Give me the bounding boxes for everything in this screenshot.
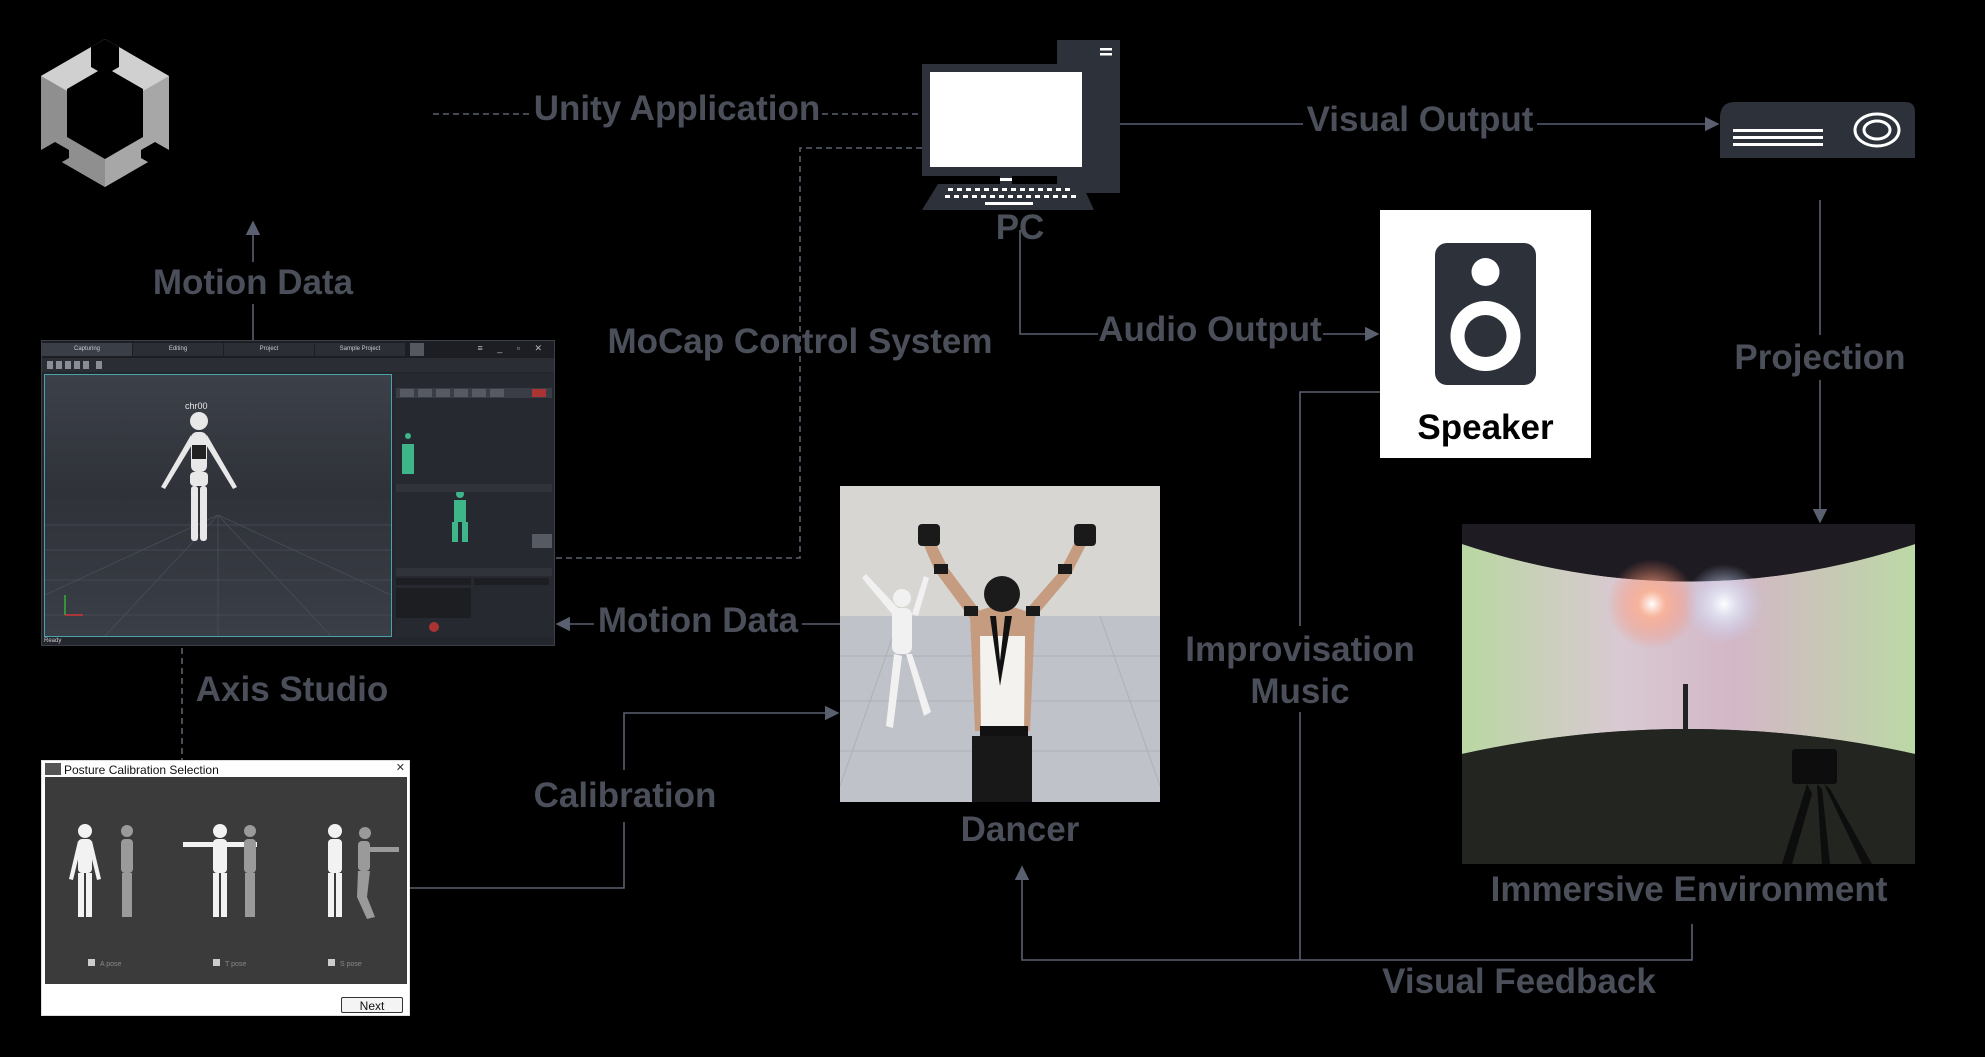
close-icon[interactable]: ✕ bbox=[395, 762, 405, 774]
next-button[interactable]: Next bbox=[341, 997, 403, 1013]
dancer-illustration bbox=[840, 486, 1160, 802]
unity-logo-icon bbox=[41, 39, 169, 187]
dancer-figure bbox=[918, 524, 1096, 802]
label-unity-application: Unity Application bbox=[534, 89, 820, 128]
posture-figures: A pose T pose S pose bbox=[69, 824, 399, 968]
dancer-photo bbox=[840, 486, 1160, 802]
character-name: chr00 bbox=[185, 401, 208, 411]
calibration-line-bottom bbox=[410, 822, 625, 889]
visual-feedback-line bbox=[1014, 865, 1693, 961]
posture-calibration-window: Posture Calibration Selection ✕ A pose bbox=[41, 760, 410, 1016]
posture-option-a-pose[interactable] bbox=[69, 824, 133, 966]
pc-icon bbox=[922, 40, 1120, 210]
camera-tripod bbox=[1782, 749, 1872, 864]
posture-option-s-pose[interactable] bbox=[328, 824, 399, 966]
label-motion-data-top: Motion Data bbox=[153, 263, 354, 302]
audio-output-line-left bbox=[1019, 230, 1098, 335]
axis-right-panel-content[interactable] bbox=[394, 374, 554, 637]
speaker-icon bbox=[1435, 243, 1536, 385]
axis-3d-viewport[interactable]: chr00 bbox=[44, 374, 392, 637]
label-visual-feedback: Visual Feedback bbox=[1382, 962, 1656, 1001]
immersive-environment-photo bbox=[1462, 524, 1915, 864]
label-dancer: Dancer bbox=[961, 810, 1080, 849]
viewport-axis-gizmo bbox=[64, 595, 83, 616]
label-projection: Projection bbox=[1734, 338, 1905, 377]
label-mocap-control-system: MoCap Control System bbox=[607, 322, 992, 361]
posture-options-panel: A pose T pose S pose bbox=[45, 777, 407, 984]
connector-lines bbox=[181, 113, 1828, 961]
immersive-environment-illustration bbox=[1462, 524, 1915, 864]
posture-window-title: Posture Calibration Selection bbox=[64, 763, 219, 777]
axis-status-bar: Ready bbox=[44, 638, 62, 644]
label-axis-studio: Axis Studio bbox=[196, 670, 389, 709]
axis-tab-sample-project[interactable]: Sample Project bbox=[315, 343, 405, 356]
axis-right-panel bbox=[394, 374, 554, 637]
calibration-line-top bbox=[623, 705, 840, 770]
posture-option-a-label: A pose bbox=[100, 961, 122, 968]
app-icon bbox=[45, 763, 61, 775]
axis-toolbar-icons[interactable] bbox=[42, 358, 122, 372]
axis-tab-project[interactable]: Project bbox=[224, 343, 314, 356]
viewport-grid bbox=[45, 412, 391, 636]
label-audio-output: Audio Output bbox=[1098, 310, 1322, 349]
label-improvisation: Improvisation bbox=[1185, 630, 1414, 669]
label-pc: PC bbox=[996, 208, 1045, 247]
label-motion-data-mid: Motion Data bbox=[598, 601, 799, 640]
label-calibration: Calibration bbox=[534, 776, 717, 815]
improvisation-line-top bbox=[1299, 391, 1380, 626]
speaker-box: Speaker bbox=[1380, 210, 1591, 458]
avatar-figure bbox=[862, 574, 931, 728]
label-immersive-environment: Immersive Environment bbox=[1491, 870, 1888, 909]
speaker-label: Speaker bbox=[1417, 408, 1554, 447]
mocap-character-figure bbox=[161, 412, 237, 541]
axis-studio-window: Capturing Editing Project Sample Project… bbox=[41, 340, 555, 646]
mocap-control-link bbox=[556, 147, 922, 559]
axis-toolbar bbox=[42, 358, 554, 372]
axis-tab-add[interactable] bbox=[410, 343, 424, 356]
posture-option-t-pose[interactable] bbox=[183, 824, 257, 966]
label-music: Music bbox=[1250, 672, 1349, 711]
posture-option-s-label: S pose bbox=[340, 961, 362, 968]
projector-icon bbox=[1720, 102, 1915, 158]
label-visual-output: Visual Output bbox=[1307, 100, 1534, 139]
axis-tab-capturing[interactable]: Capturing bbox=[42, 343, 132, 356]
axis-tab-editing[interactable]: Editing bbox=[133, 343, 223, 356]
axis-tab-bar: Capturing Editing Project Sample Project bbox=[42, 341, 554, 358]
axis-window-controls[interactable]: ≡ _ ▫ ✕ bbox=[477, 343, 548, 353]
posture-option-t-label: T pose bbox=[225, 961, 246, 968]
